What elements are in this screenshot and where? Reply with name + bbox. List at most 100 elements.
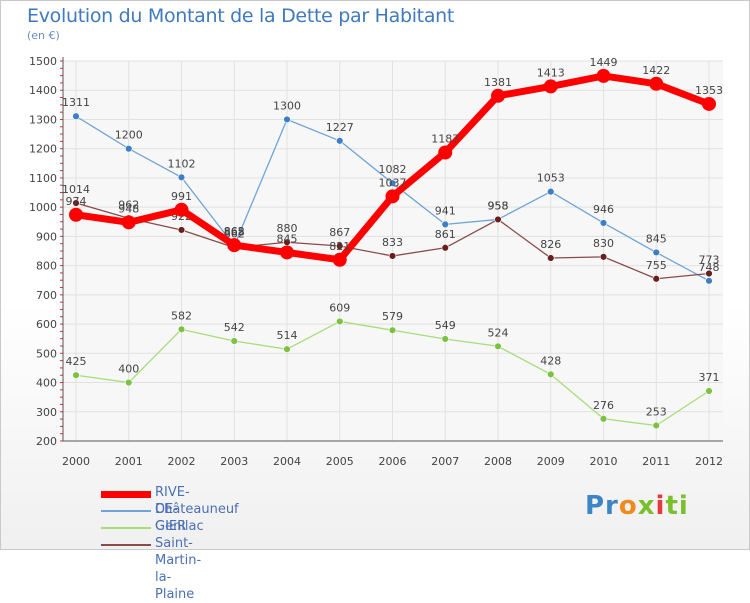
- data-point-rive-de-gier: [280, 245, 294, 260]
- data-label-rive-de-gier: 862: [224, 225, 245, 238]
- legend-swatch: [101, 510, 151, 512]
- y-tick-label: 400: [36, 377, 57, 390]
- y-tick-label: 300: [36, 406, 57, 419]
- x-tick-label: 2012: [695, 455, 723, 468]
- proxiti-logo: Proxiti: [585, 491, 689, 521]
- data-point-saint-martin-la-plaine: [177, 226, 186, 234]
- data-point-rive-de-gier: [596, 68, 611, 83]
- data-label-ch-teauneuf: 868: [224, 226, 245, 239]
- data-point-genilac: [72, 371, 80, 379]
- data-point-saint-martin-la-plaine: [599, 253, 608, 261]
- data-label-rive-de-gier: 845: [277, 232, 298, 245]
- data-label-ch-teauneuf: 748: [699, 261, 720, 274]
- data-point-ch-teauneuf: [705, 277, 713, 285]
- data-label-rive-de-gier: 974: [66, 195, 87, 208]
- y-tick-label: 600: [36, 318, 57, 331]
- data-label-saint-martin-la-plaine: 958: [488, 199, 509, 212]
- data-label-rive-de-gier: 1187: [431, 132, 459, 145]
- data-label-rive-de-gier: 948: [118, 202, 139, 215]
- line-chart: 200 300 400 500 600 700 800 900 1000 1100 1200 1300…: [29, 55, 723, 468]
- data-label-rive-de-gier: 1422: [642, 64, 670, 77]
- data-label-genilac: 276: [593, 399, 614, 412]
- data-point-genilac: [230, 337, 238, 345]
- x-tick-label: 2011: [642, 455, 670, 468]
- x-tick-label: 2002: [168, 455, 196, 468]
- data-point-genilac: [705, 387, 713, 395]
- data-label-saint-martin-la-plaine: 962: [118, 198, 139, 211]
- data-point-genilac: [177, 325, 186, 334]
- data-label-ch-teauneuf: 941: [435, 204, 456, 217]
- data-point-genilac: [599, 415, 608, 423]
- data-label-genilac: 400: [118, 363, 139, 376]
- data-label-genilac: 542: [224, 321, 245, 334]
- data-label-rive-de-gier: 991: [171, 190, 192, 203]
- legend-label: RIVE-DE-GIER: [155, 485, 190, 534]
- data-label-rive-de-gier: 1353: [695, 84, 723, 97]
- data-point-rive-de-gier: [702, 96, 716, 111]
- data-label-saint-martin-la-plaine: 830: [593, 237, 614, 250]
- data-label-ch-teauneuf: 845: [646, 232, 667, 245]
- data-label-genilac: 524: [488, 326, 509, 339]
- data-label-rive-de-gier: 821: [329, 240, 350, 253]
- data-label-ch-teauneuf: 1227: [326, 121, 354, 134]
- data-label-rive-de-gier: 1413: [537, 66, 565, 79]
- data-label-genilac: 371: [699, 371, 720, 384]
- data-point-ch-teauneuf: [336, 137, 344, 145]
- data-label-saint-martin-la-plaine: 862: [224, 227, 245, 240]
- chart-unit-label: (en €): [27, 29, 60, 42]
- data-point-ch-teauneuf: [283, 115, 291, 124]
- chart-title: Evolution du Montant de la Dette par Hab…: [27, 5, 455, 27]
- y-tick-label: 800: [36, 260, 57, 273]
- y-tick-label: 1500: [29, 55, 57, 68]
- y-tick-label: 1300: [29, 113, 57, 126]
- data-point-rive-de-gier: [385, 189, 400, 204]
- legend-label: Saint-Martin-la-Plaine: [155, 536, 202, 602]
- data-point-saint-martin-la-plaine: [388, 252, 397, 260]
- y-tick-label: 1000: [29, 201, 57, 214]
- x-tick-label: 2004: [273, 455, 301, 468]
- y-tick-label: 700: [36, 289, 57, 302]
- data-point-saint-martin-la-plaine: [441, 244, 449, 252]
- data-point-rive-de-gier: [649, 76, 664, 91]
- data-point-rive-de-gier: [332, 252, 347, 267]
- data-point-ch-teauneuf: [547, 187, 555, 196]
- data-point-genilac: [283, 345, 291, 353]
- data-label-ch-teauneuf: 958: [488, 199, 509, 212]
- data-point-rive-de-gier: [438, 145, 453, 160]
- data-label-saint-martin-la-plaine: 880: [277, 222, 298, 235]
- x-tick-label: 2007: [431, 455, 459, 468]
- data-label-genilac: 425: [66, 355, 87, 368]
- data-label-saint-martin-la-plaine: 867: [329, 226, 350, 239]
- y-tick-label: 1100: [29, 172, 57, 185]
- data-label-genilac: 579: [382, 310, 403, 323]
- data-point-rive-de-gier: [227, 238, 242, 253]
- data-point-genilac: [336, 317, 344, 326]
- data-point-ch-teauneuf: [125, 144, 133, 153]
- data-point-saint-martin-la-plaine: [652, 275, 660, 283]
- data-label-ch-teauneuf: 946: [593, 203, 614, 216]
- data-point-ch-teauneuf: [388, 179, 397, 187]
- x-tick-label: 2009: [537, 455, 565, 468]
- data-label-genilac: 253: [646, 406, 667, 419]
- data-label-rive-de-gier: 1381: [484, 76, 512, 89]
- data-point-saint-martin-la-plaine: [494, 215, 502, 224]
- data-point-rive-de-gier: [121, 215, 136, 230]
- data-label-genilac: 514: [277, 329, 298, 342]
- x-tick-label: 2000: [62, 455, 90, 468]
- data-label-genilac: 609: [329, 301, 350, 314]
- data-point-genilac: [125, 378, 133, 387]
- data-point-saint-martin-la-plaine: [547, 254, 555, 262]
- data-point-ch-teauneuf: [599, 219, 608, 227]
- data-point-genilac: [494, 342, 502, 350]
- data-label-saint-martin-la-plaine: 826: [540, 238, 561, 251]
- data-label-ch-teauneuf: 1102: [168, 157, 196, 170]
- data-point-genilac: [388, 326, 397, 334]
- data-label-rive-de-gier: 1449: [590, 56, 618, 69]
- data-point-ch-teauneuf: [177, 173, 186, 182]
- data-label-genilac: 549: [435, 319, 456, 332]
- x-tick-label: 2010: [590, 455, 618, 468]
- data-label-saint-martin-la-plaine: 1014: [62, 183, 90, 196]
- y-tick-label: 1200: [29, 143, 57, 156]
- data-point-genilac: [441, 335, 449, 343]
- data-label-rive-de-gier: 1037: [379, 176, 407, 189]
